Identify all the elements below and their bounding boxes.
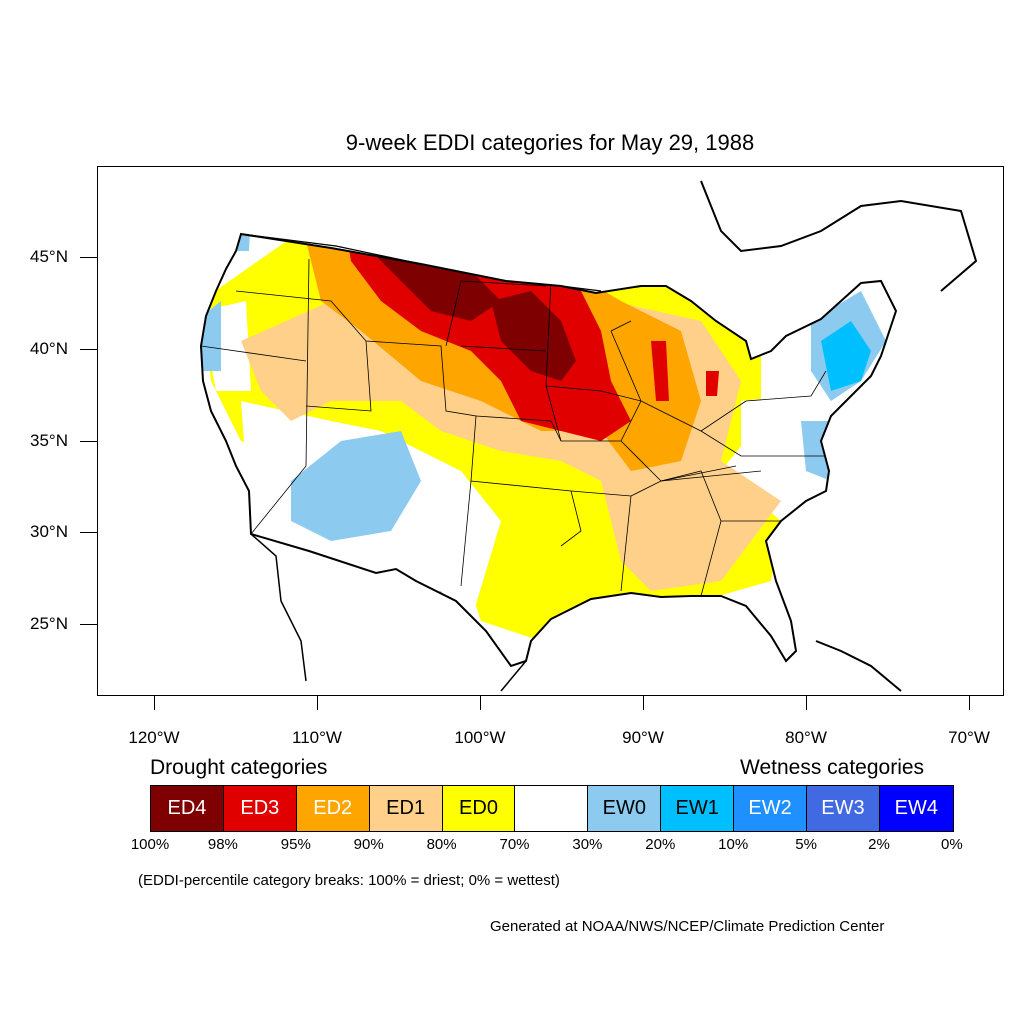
- lon-tick: [154, 696, 155, 710]
- lon-tick: [317, 696, 318, 710]
- lat-tick-label: 35°N: [30, 430, 68, 450]
- category-region: [706, 371, 719, 396]
- percent-break-label: 5%: [795, 836, 817, 853]
- percent-break-label: 95%: [280, 836, 311, 853]
- lat-tick: [80, 624, 97, 625]
- eddi-map: [200, 180, 978, 692]
- map-title: 9-week EDDI categories for May 29, 1988: [345, 130, 755, 155]
- category-region: [231, 234, 251, 251]
- legend-swatch: ED3: [223, 786, 297, 831]
- lon-tick: [480, 696, 481, 710]
- drought-regions: [201, 234, 886, 666]
- category-region: [821, 321, 871, 391]
- lat-tick-label: 40°N: [30, 338, 68, 358]
- percent-break-label: 100%: [130, 836, 170, 853]
- lat-tick: [80, 257, 97, 258]
- legend-swatch: EW1: [661, 786, 735, 831]
- lat-tick: [80, 440, 97, 442]
- lon-tick-label: 120°W: [128, 728, 180, 747]
- percent-break-label: 70%: [499, 836, 530, 853]
- category-region: [651, 341, 669, 401]
- category-region: [291, 431, 421, 541]
- lat-tick: [80, 348, 97, 350]
- legend-swatch: [515, 786, 589, 831]
- lon-tick: [969, 696, 970, 710]
- lat-tick-label: 45°N: [30, 247, 68, 266]
- credit-line: Generated at NOAA/NWS/NCEP/Climate Predi…: [490, 918, 885, 935]
- lon-tick: [806, 696, 807, 710]
- percent-break-label: 30%: [572, 836, 603, 853]
- category-region: [281, 631, 311, 666]
- category-region: [491, 291, 576, 381]
- map-panel: [97, 166, 1004, 696]
- lon-tick: [643, 696, 644, 710]
- lat-tick-label: 30°N: [30, 522, 68, 542]
- color-legend: ED4 ED3 ED2 ED1 ED0 EW0 EW1 EW2 EW3 EW4: [150, 785, 954, 832]
- lat-tick-label: 25°N: [30, 614, 68, 633]
- lon-tick-label: 100°W: [454, 728, 506, 747]
- drought-categories-heading: Drought categories: [150, 756, 328, 779]
- category-region: [331, 641, 371, 666]
- percent-break-label: 90%: [353, 836, 384, 853]
- lat-tick: [80, 532, 97, 534]
- lon-tick-label: 110°W: [292, 728, 342, 747]
- percent-break-label: 80%: [426, 836, 457, 853]
- legend-swatch: ED1: [369, 786, 443, 831]
- percent-break-label: 98%: [207, 836, 238, 853]
- legend-swatch: EW0: [588, 786, 662, 831]
- lon-tick-label: 70°W: [948, 728, 990, 747]
- legend-swatch: ED4: [151, 786, 224, 831]
- legend-note: (EDDI-percentile category breaks: 100% =…: [138, 872, 560, 889]
- percent-break-label: 0%: [941, 836, 963, 853]
- wetness-categories-heading: Wetness categories: [740, 756, 925, 779]
- legend-swatch: EW4: [879, 786, 953, 831]
- state-boundaries: [201, 258, 827, 597]
- lon-tick-label: 80°W: [785, 728, 827, 747]
- legend-swatch: EW3: [807, 786, 880, 831]
- percent-break-label: 2%: [868, 836, 890, 853]
- percent-break-label: 10%: [718, 836, 749, 853]
- lon-tick-label: 90°W: [622, 728, 664, 747]
- legend-swatch: EW2: [734, 786, 808, 831]
- legend-swatch: ED2: [296, 786, 370, 831]
- legend-swatch: ED0: [442, 786, 516, 831]
- percent-break-label: 20%: [645, 836, 676, 853]
